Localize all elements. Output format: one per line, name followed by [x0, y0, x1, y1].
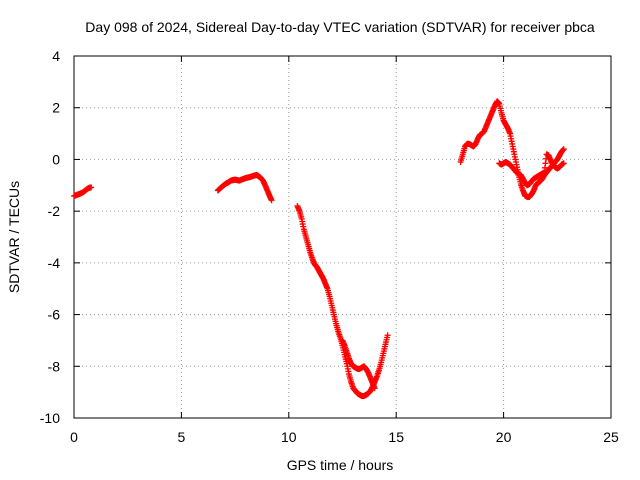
y-tick-label: 0 [52, 151, 60, 167]
y-tick-label: -4 [48, 255, 61, 271]
data-point [268, 197, 275, 204]
x-tick-label: 0 [70, 429, 78, 445]
grid [74, 56, 611, 418]
y-tick-label: 4 [52, 48, 60, 64]
chart-title: Day 098 of 2024, Sidereal Day-to-day VTE… [85, 19, 595, 35]
y-tick-label: 2 [52, 100, 60, 116]
y-tick-label: -10 [40, 410, 60, 426]
series-segment-3 [294, 202, 391, 400]
data-point [88, 184, 95, 191]
x-axis-label: GPS time / hours [287, 457, 394, 473]
y-axis-label: SDTVAR / TECUs [6, 181, 22, 293]
series-segment-1 [71, 184, 95, 200]
x-tick-label: 5 [178, 429, 186, 445]
series-segment-3-upper [339, 337, 378, 392]
x-tick-label: 15 [388, 429, 404, 445]
y-tick-labels: -10 -8 -6 -4 -2 0 2 4 [40, 48, 60, 426]
axis-ticks [73, 55, 612, 419]
x-tick-label: 10 [281, 429, 297, 445]
series-segment-4 [457, 98, 567, 200]
data-point [384, 332, 391, 339]
x-tick-label: 25 [603, 429, 619, 445]
series-segment-4-lower [496, 151, 567, 189]
data-points [71, 98, 567, 400]
data-point [560, 146, 567, 153]
plot-frame [73, 55, 612, 419]
y-tick-label: -8 [48, 358, 61, 374]
data-point [560, 160, 567, 167]
series-segment-2 [214, 171, 275, 204]
x-tick-labels: 0 5 10 15 20 25 [70, 429, 619, 445]
data-point [371, 385, 378, 392]
y-tick-label: -2 [48, 203, 61, 219]
y-tick-label: -6 [48, 307, 61, 323]
x-tick-label: 20 [496, 429, 512, 445]
